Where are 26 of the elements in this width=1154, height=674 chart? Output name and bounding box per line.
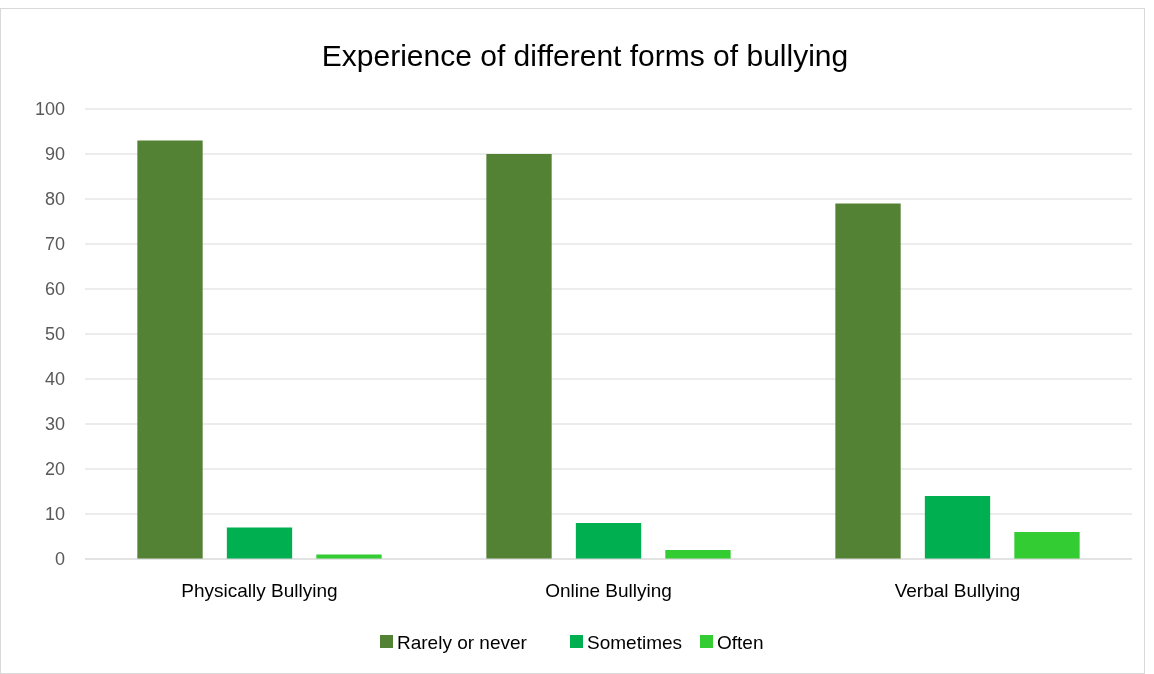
y-tick-label: 30 bbox=[44, 414, 65, 435]
legend-label: Sometimes bbox=[587, 631, 683, 653]
x-tick-label: Online Bullying bbox=[545, 580, 672, 601]
x-tick-label: Physically Bullying bbox=[181, 580, 338, 601]
bar bbox=[226, 527, 293, 559]
y-tick-label: 100 bbox=[34, 99, 65, 120]
legend-label: Often bbox=[717, 631, 764, 653]
bar bbox=[486, 154, 552, 559]
y-tick-label: 80 bbox=[44, 189, 65, 210]
chart-title: Experience of different forms of bullying bbox=[321, 39, 849, 72]
bar bbox=[1014, 532, 1080, 559]
x-tick-label: Verbal Bullying bbox=[894, 580, 1021, 601]
bar bbox=[575, 523, 642, 559]
y-tick-label: 40 bbox=[44, 369, 65, 390]
y-tick-label: 50 bbox=[44, 324, 65, 345]
legend-label: Rarely or never bbox=[397, 631, 528, 653]
y-tick-label: 90 bbox=[44, 144, 65, 165]
bar bbox=[835, 203, 901, 559]
y-tick-label: 20 bbox=[44, 459, 65, 480]
bar bbox=[137, 140, 203, 559]
bar bbox=[924, 496, 991, 559]
y-tick-label: 0 bbox=[54, 549, 65, 570]
y-tick-label: 60 bbox=[44, 279, 65, 300]
bar bbox=[665, 550, 731, 559]
y-tick-label: 10 bbox=[44, 504, 65, 525]
y-tick-label: 70 bbox=[44, 234, 65, 255]
